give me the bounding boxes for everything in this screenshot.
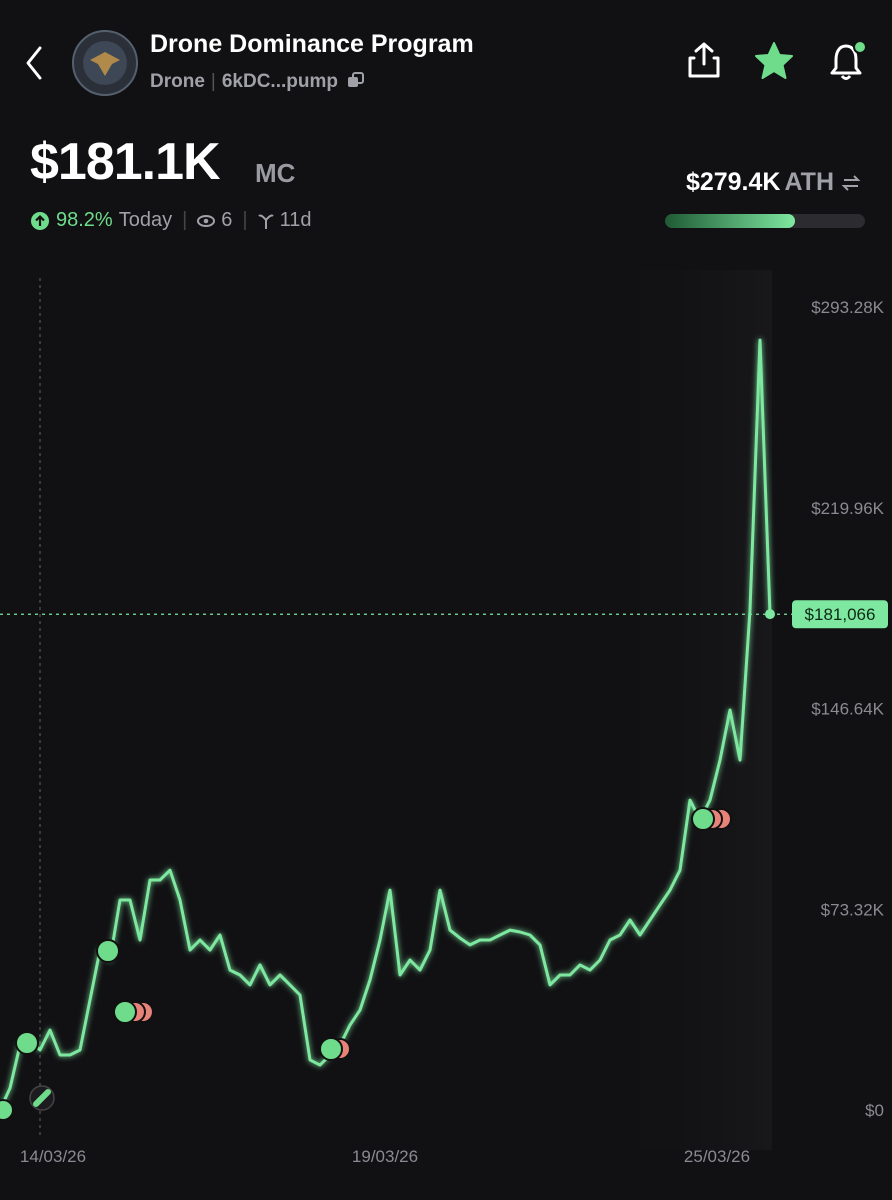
token-subtitle: Drone | 6kDC...pump xyxy=(150,71,365,93)
ath-label: ATH xyxy=(784,168,834,196)
ath-progress-fill xyxy=(665,214,795,228)
views: 6 xyxy=(221,209,233,231)
share-button[interactable] xyxy=(684,40,724,80)
y-tick-label: $293.28K xyxy=(811,298,884,317)
current-label: $181,066 xyxy=(805,605,876,624)
y-tick-label: $73.32K xyxy=(821,900,885,919)
age-icon xyxy=(257,214,274,229)
alert-button[interactable] xyxy=(826,38,872,84)
x-tick-label: 25/03/26 xyxy=(684,1147,750,1166)
address[interactable]: 6kDC...pump xyxy=(221,71,338,92)
ath-progress xyxy=(665,214,865,228)
token-avatar[interactable] xyxy=(72,30,138,96)
views-icon xyxy=(197,214,216,227)
trade-markers xyxy=(0,807,732,1121)
market-cap-unit: MC xyxy=(255,158,296,188)
stats-row: 98.2% Today | 6 | 11d xyxy=(30,209,312,232)
swap-icon[interactable] xyxy=(838,172,864,194)
y-tick-label: $219.96K xyxy=(811,499,884,518)
chart-shade xyxy=(600,270,772,1150)
token-title: Drone Dominance Program xyxy=(150,30,474,58)
current-label-box xyxy=(792,600,888,629)
ath-value: $279.4K xyxy=(685,168,781,196)
change-period: Today xyxy=(118,209,173,231)
y-tick-label: $146.64K xyxy=(811,700,884,719)
x-tick-label: 14/03/26 xyxy=(20,1147,86,1166)
last-point xyxy=(765,609,775,620)
favorite-button[interactable] xyxy=(752,40,796,82)
ticker: Drone xyxy=(150,71,205,92)
market-cap: $181.1K xyxy=(30,133,221,191)
change: 98.2% xyxy=(56,209,113,231)
y-tick-label: $0 xyxy=(865,1101,884,1120)
age: 11d xyxy=(279,209,312,231)
back-button[interactable] xyxy=(20,40,50,86)
up-icon xyxy=(31,211,49,230)
copy-icon[interactable] xyxy=(347,72,365,88)
x-tick-label: 19/03/26 xyxy=(352,1147,418,1166)
ath: $279.4K ATH xyxy=(686,168,864,197)
price-line xyxy=(0,338,772,1111)
